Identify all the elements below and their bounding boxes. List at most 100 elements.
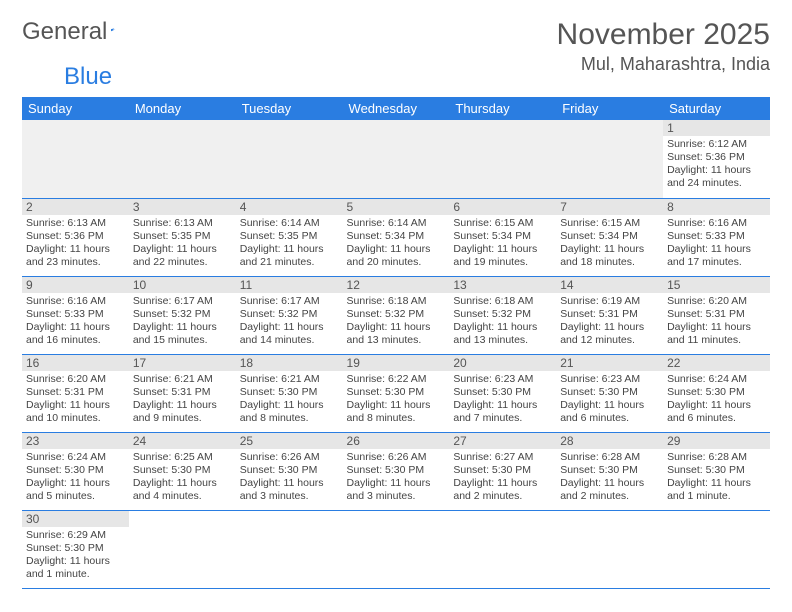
day-number: 3 (129, 199, 236, 215)
calendar-cell (129, 510, 236, 588)
day-number: 4 (236, 199, 343, 215)
calendar-cell: 27Sunrise: 6:27 AMSunset: 5:30 PMDayligh… (449, 432, 556, 510)
day-details: Sunrise: 6:26 AMSunset: 5:30 PMDaylight:… (343, 449, 450, 506)
weekday-header: Friday (556, 97, 663, 120)
calendar-cell (449, 510, 556, 588)
day-number: 13 (449, 277, 556, 293)
weekday-header: Sunday (22, 97, 129, 120)
day-number: 10 (129, 277, 236, 293)
day-details: Sunrise: 6:19 AMSunset: 5:31 PMDaylight:… (556, 293, 663, 350)
logo-text-1: General (22, 18, 107, 46)
day-details: Sunrise: 6:27 AMSunset: 5:30 PMDaylight:… (449, 449, 556, 506)
calendar-cell: 7Sunrise: 6:15 AMSunset: 5:34 PMDaylight… (556, 198, 663, 276)
day-details: Sunrise: 6:28 AMSunset: 5:30 PMDaylight:… (663, 449, 770, 506)
day-number: 2 (22, 199, 129, 215)
day-details: Sunrise: 6:18 AMSunset: 5:32 PMDaylight:… (449, 293, 556, 350)
calendar-cell: 6Sunrise: 6:15 AMSunset: 5:34 PMDaylight… (449, 198, 556, 276)
day-number: 20 (449, 355, 556, 371)
day-details: Sunrise: 6:24 AMSunset: 5:30 PMDaylight:… (663, 371, 770, 428)
day-details: Sunrise: 6:25 AMSunset: 5:30 PMDaylight:… (129, 449, 236, 506)
day-number: 11 (236, 277, 343, 293)
weekday-header-row: Sunday Monday Tuesday Wednesday Thursday… (22, 97, 770, 120)
calendar-cell: 13Sunrise: 6:18 AMSunset: 5:32 PMDayligh… (449, 276, 556, 354)
calendar-cell (556, 510, 663, 588)
day-details: Sunrise: 6:21 AMSunset: 5:31 PMDaylight:… (129, 371, 236, 428)
month-title: November 2025 (557, 18, 770, 52)
calendar-cell: 30Sunrise: 6:29 AMSunset: 5:30 PMDayligh… (22, 510, 129, 588)
calendar-cell: 11Sunrise: 6:17 AMSunset: 5:32 PMDayligh… (236, 276, 343, 354)
day-details: Sunrise: 6:22 AMSunset: 5:30 PMDaylight:… (343, 371, 450, 428)
day-details: Sunrise: 6:17 AMSunset: 5:32 PMDaylight:… (129, 293, 236, 350)
calendar-cell: 29Sunrise: 6:28 AMSunset: 5:30 PMDayligh… (663, 432, 770, 510)
day-details: Sunrise: 6:13 AMSunset: 5:35 PMDaylight:… (129, 215, 236, 272)
calendar-table: Sunday Monday Tuesday Wednesday Thursday… (22, 97, 770, 589)
day-number: 28 (556, 433, 663, 449)
day-details: Sunrise: 6:16 AMSunset: 5:33 PMDaylight:… (663, 215, 770, 272)
day-number: 23 (22, 433, 129, 449)
title-block: November 2025 Mul, Maharashtra, India (557, 18, 770, 75)
day-details: Sunrise: 6:23 AMSunset: 5:30 PMDaylight:… (449, 371, 556, 428)
calendar-cell: 18Sunrise: 6:21 AMSunset: 5:30 PMDayligh… (236, 354, 343, 432)
day-number: 9 (22, 277, 129, 293)
day-number: 8 (663, 199, 770, 215)
calendar-cell (22, 120, 129, 198)
calendar-cell: 10Sunrise: 6:17 AMSunset: 5:32 PMDayligh… (129, 276, 236, 354)
day-number: 7 (556, 199, 663, 215)
day-number: 6 (449, 199, 556, 215)
weekday-header: Thursday (449, 97, 556, 120)
day-number: 5 (343, 199, 450, 215)
calendar-cell (449, 120, 556, 198)
weekday-header: Monday (129, 97, 236, 120)
day-number: 16 (22, 355, 129, 371)
day-details: Sunrise: 6:26 AMSunset: 5:30 PMDaylight:… (236, 449, 343, 506)
day-details: Sunrise: 6:15 AMSunset: 5:34 PMDaylight:… (449, 215, 556, 272)
calendar-cell: 22Sunrise: 6:24 AMSunset: 5:30 PMDayligh… (663, 354, 770, 432)
calendar-row: 1Sunrise: 6:12 AMSunset: 5:36 PMDaylight… (22, 120, 770, 198)
day-details: Sunrise: 6:12 AMSunset: 5:36 PMDaylight:… (663, 136, 770, 193)
location: Mul, Maharashtra, India (557, 54, 770, 75)
day-number: 30 (22, 511, 129, 527)
calendar-cell (129, 120, 236, 198)
calendar-cell: 19Sunrise: 6:22 AMSunset: 5:30 PMDayligh… (343, 354, 450, 432)
day-details: Sunrise: 6:18 AMSunset: 5:32 PMDaylight:… (343, 293, 450, 350)
day-number: 25 (236, 433, 343, 449)
calendar-cell: 21Sunrise: 6:23 AMSunset: 5:30 PMDayligh… (556, 354, 663, 432)
calendar-cell: 16Sunrise: 6:20 AMSunset: 5:31 PMDayligh… (22, 354, 129, 432)
day-details: Sunrise: 6:15 AMSunset: 5:34 PMDaylight:… (556, 215, 663, 272)
calendar-cell: 14Sunrise: 6:19 AMSunset: 5:31 PMDayligh… (556, 276, 663, 354)
calendar-cell (236, 510, 343, 588)
day-number: 22 (663, 355, 770, 371)
day-details: Sunrise: 6:20 AMSunset: 5:31 PMDaylight:… (22, 371, 129, 428)
day-details: Sunrise: 6:28 AMSunset: 5:30 PMDaylight:… (556, 449, 663, 506)
calendar-cell: 20Sunrise: 6:23 AMSunset: 5:30 PMDayligh… (449, 354, 556, 432)
weekday-header: Saturday (663, 97, 770, 120)
day-details: Sunrise: 6:21 AMSunset: 5:30 PMDaylight:… (236, 371, 343, 428)
calendar-cell: 9Sunrise: 6:16 AMSunset: 5:33 PMDaylight… (22, 276, 129, 354)
day-details: Sunrise: 6:29 AMSunset: 5:30 PMDaylight:… (22, 527, 129, 584)
day-details: Sunrise: 6:17 AMSunset: 5:32 PMDaylight:… (236, 293, 343, 350)
calendar-cell: 25Sunrise: 6:26 AMSunset: 5:30 PMDayligh… (236, 432, 343, 510)
calendar-cell: 2Sunrise: 6:13 AMSunset: 5:36 PMDaylight… (22, 198, 129, 276)
calendar-cell (556, 120, 663, 198)
calendar-cell: 4Sunrise: 6:14 AMSunset: 5:35 PMDaylight… (236, 198, 343, 276)
calendar-cell: 28Sunrise: 6:28 AMSunset: 5:30 PMDayligh… (556, 432, 663, 510)
calendar-cell (343, 510, 450, 588)
weekday-header: Tuesday (236, 97, 343, 120)
calendar-cell (236, 120, 343, 198)
day-details: Sunrise: 6:14 AMSunset: 5:35 PMDaylight:… (236, 215, 343, 272)
day-number: 29 (663, 433, 770, 449)
day-number: 1 (663, 120, 770, 136)
day-details: Sunrise: 6:13 AMSunset: 5:36 PMDaylight:… (22, 215, 129, 272)
flag-icon (111, 21, 116, 39)
calendar-row: 2Sunrise: 6:13 AMSunset: 5:36 PMDaylight… (22, 198, 770, 276)
calendar-row: 16Sunrise: 6:20 AMSunset: 5:31 PMDayligh… (22, 354, 770, 432)
calendar-row: 23Sunrise: 6:24 AMSunset: 5:30 PMDayligh… (22, 432, 770, 510)
day-details: Sunrise: 6:24 AMSunset: 5:30 PMDaylight:… (22, 449, 129, 506)
calendar-cell: 1Sunrise: 6:12 AMSunset: 5:36 PMDaylight… (663, 120, 770, 198)
calendar-cell (663, 510, 770, 588)
day-number: 17 (129, 355, 236, 371)
day-number: 27 (449, 433, 556, 449)
calendar-cell: 24Sunrise: 6:25 AMSunset: 5:30 PMDayligh… (129, 432, 236, 510)
calendar-cell: 8Sunrise: 6:16 AMSunset: 5:33 PMDaylight… (663, 198, 770, 276)
day-details: Sunrise: 6:20 AMSunset: 5:31 PMDaylight:… (663, 293, 770, 350)
